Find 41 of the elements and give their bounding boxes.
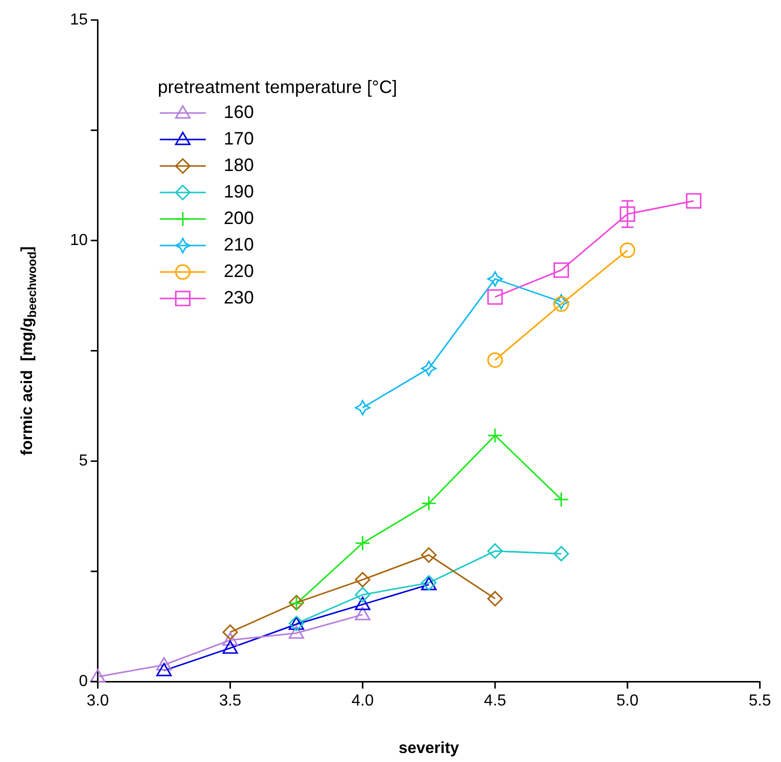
y-tick-label: 10 <box>70 232 88 249</box>
legend-label: 200 <box>224 208 254 228</box>
legend-label: 190 <box>224 181 254 202</box>
point <box>487 289 503 305</box>
point <box>487 352 503 368</box>
point <box>554 492 570 508</box>
point <box>487 428 503 444</box>
point <box>421 496 437 512</box>
point <box>354 400 370 416</box>
y-tick-label: 0 <box>78 673 88 690</box>
x-tick-label: 5.5 <box>748 692 772 710</box>
legend-label: 180 <box>224 154 254 175</box>
point <box>354 596 370 610</box>
point <box>421 547 437 563</box>
x-tick-label: 4.0 <box>352 692 374 710</box>
point <box>620 206 636 222</box>
y-tick-label: 15 <box>70 11 88 28</box>
legend-label: 160 <box>224 102 254 122</box>
x-tick-label: 3.0 <box>86 692 110 710</box>
x-tick-label: 5.0 <box>616 692 639 710</box>
point <box>421 360 437 376</box>
point <box>487 543 503 559</box>
point <box>620 242 636 258</box>
point <box>487 271 503 287</box>
point <box>354 586 370 602</box>
point <box>487 590 503 606</box>
legend-label: 210 <box>224 234 254 254</box>
point <box>686 193 702 209</box>
point <box>354 535 370 551</box>
x-tick-label: 4.5 <box>484 692 506 710</box>
y-axis-title: formic acid [mg/gbeechwood] <box>19 246 39 456</box>
point <box>354 572 370 588</box>
legend-label: 220 <box>224 260 254 281</box>
legend-label: 170 <box>224 128 254 148</box>
legend-label: 230 <box>224 287 254 308</box>
point <box>554 546 570 562</box>
x-axis-title: severity <box>398 740 460 757</box>
y-tick-label: 5 <box>78 452 88 470</box>
legend-title: pretreatment temperature [°C] <box>158 76 398 97</box>
x-tick-label: 3.5 <box>219 692 242 710</box>
point <box>554 262 570 278</box>
